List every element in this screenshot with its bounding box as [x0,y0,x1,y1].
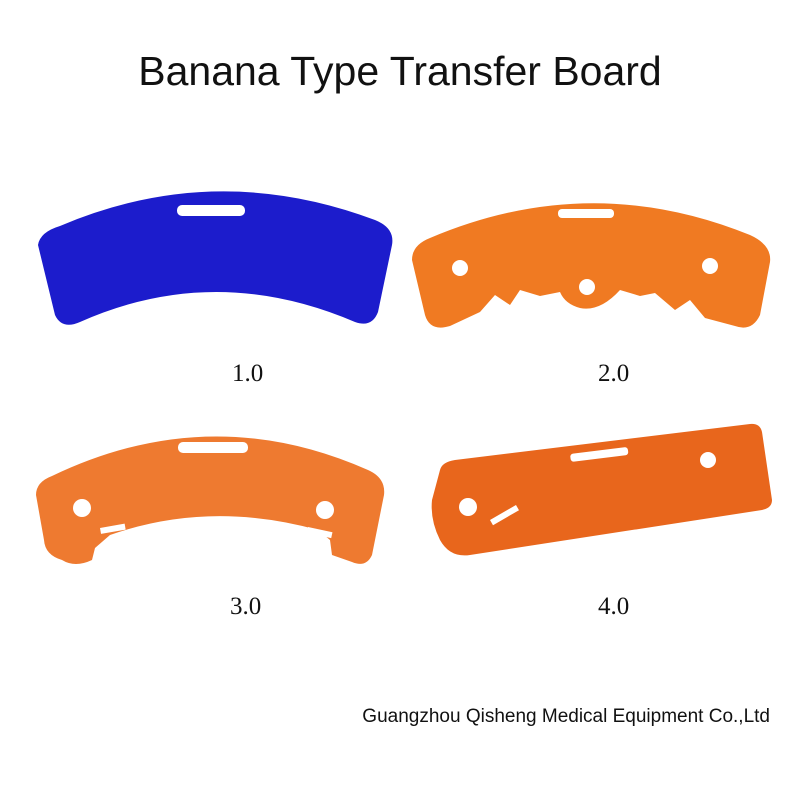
board-4-shape [431,423,772,556]
company-name: Guangzhou Qisheng Medical Equipment Co.,… [362,706,770,727]
board-3-notch-right [306,527,333,539]
board-2-hole-right [702,258,718,274]
board-2-handle-slot [558,209,614,218]
board-3-image [36,436,385,564]
board-3-hole-right [316,501,334,519]
board-4-image [431,423,772,556]
board-4-handle-slot [570,447,629,462]
board-2-hole-center [579,279,595,295]
board-3-shape [36,436,385,564]
board-4-hole-right [700,452,716,468]
board-4-notch [489,505,519,526]
product-label-4: 4.0 [598,593,630,620]
board-2-image [412,203,771,328]
page-title: Banana Type Transfer Board [138,48,662,94]
board-2-shape [412,203,771,328]
board-3-notch-left [100,523,126,534]
product-label-1: 1.0 [232,360,264,387]
board-3-handle-slot [178,442,248,453]
product-label-2: 2.0 [598,360,630,387]
board-2-hole-left [452,260,468,276]
board-3-hole-left [73,499,91,517]
board-1-handle-slot [177,205,245,216]
board-1-shape [38,191,393,325]
board-1-image [38,191,393,325]
board-4-hole-left [459,498,477,516]
product-label-3: 3.0 [230,593,262,620]
